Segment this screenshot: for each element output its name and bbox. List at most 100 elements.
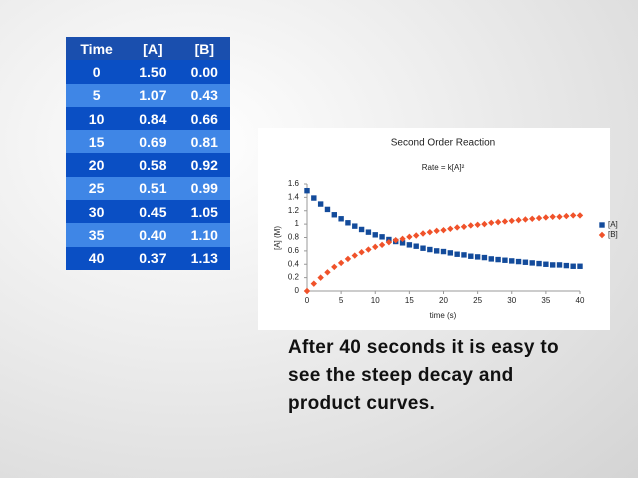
point [358,226,365,233]
x-tick-label: 0 [305,296,310,305]
table-cell: 0 [66,60,128,84]
y-tick-label: 1.4 [288,192,300,201]
table-cell: 30 [66,200,128,224]
point [515,258,522,265]
table-cell: 0.92 [178,153,230,177]
table-cell: 0.69 [127,130,179,154]
header-cell: [B] [178,37,230,61]
point [317,201,324,207]
y-tick-label: 1 [295,219,300,228]
point [365,229,372,235]
table-cell: 0.66 [178,106,230,131]
chart-area: Second Order Reaction Rate = k[A]² time … [258,128,628,335]
caption-line: After 40 seconds it is easy to [288,337,559,358]
point [550,262,556,268]
x-tick-label: 15 [405,296,414,305]
header-row: Time [A] [B] [66,37,230,61]
point [522,259,529,265]
point [351,252,358,259]
point [392,236,399,244]
y-tick-label: 1.2 [288,206,300,215]
point [420,245,426,251]
table-cell: 0.37 [127,246,179,270]
point [563,262,570,269]
chart-background [258,128,610,330]
point [440,226,447,234]
point [488,219,495,226]
y-tick-label: 0.4 [288,259,300,268]
table-cell: 0.45 [127,200,179,224]
x-tick-label: 35 [541,296,550,305]
point [570,263,576,269]
point [344,255,352,263]
point [494,218,502,226]
point [413,243,419,249]
x-tick-label: 20 [439,296,448,305]
point [467,222,474,229]
point [433,227,440,235]
table-row: 25 0.51 0.99 [66,176,230,201]
table-row: 35 0.40 1.10 [66,223,230,247]
y-tick-label: 0.6 [288,246,300,255]
x-tick-label: 5 [339,296,344,305]
point [406,242,413,248]
table-cell: 0.58 [127,153,179,177]
table-row: 20 0.58 0.92 [66,153,230,177]
legend-label: [A] [608,220,618,229]
x-tick-label: 25 [473,296,482,305]
data-table: Time [A] [B] 0 1.50 0.00 5 1.07 0.43 10 0.84 0.66 15… [66,37,230,270]
point [501,218,509,225]
table-row: 0 1.50 0.00 [66,60,230,84]
table-cell: 20 [66,153,128,177]
point [310,280,318,287]
table-row: 30 0.45 1.05 [66,200,230,224]
point [413,232,420,239]
table-cell: 40 [66,246,128,270]
point [372,232,378,238]
point [577,263,583,269]
point [522,216,529,223]
legend-marker [599,222,605,228]
table-cell: 0.40 [127,223,179,247]
legend-marker [598,231,606,239]
point [474,221,481,228]
table-cell: 5 [66,83,128,107]
point [495,256,501,263]
point [460,223,468,230]
point [324,206,331,213]
x-tick-label: 40 [576,296,585,305]
chart-title: Second Order Reaction [391,138,496,149]
point [303,287,311,295]
y-tick-label: 0.8 [288,233,300,242]
x-tick-label: 10 [371,296,380,305]
point [352,223,358,229]
point [529,215,536,222]
table-row: 40 0.37 1.13 [66,246,230,270]
y-axis-label: [A] (M) [273,226,282,250]
point [502,257,508,263]
point [536,260,542,267]
table-row: 10 0.84 0.66 [66,106,230,131]
header-cell: Time [66,37,128,61]
y-tick-label: 1.6 [288,179,300,188]
table-row: 5 1.07 0.43 [66,83,230,107]
point [379,234,385,240]
point [358,249,365,256]
chart-subtitle: Rate = k[A]² [422,163,465,172]
point [426,228,434,236]
point [419,230,427,237]
point [447,225,454,233]
x-tick-label: 30 [507,296,516,305]
table-cell: 35 [66,223,128,247]
point [488,256,494,262]
table-cell: 1.07 [127,83,179,107]
point [378,241,386,249]
point [385,238,393,246]
point [556,262,563,268]
table-cell: 1.05 [178,200,230,224]
table-cell: 15 [66,130,128,154]
point [399,235,406,243]
table-cell: 0.81 [178,130,230,154]
point [556,213,563,220]
